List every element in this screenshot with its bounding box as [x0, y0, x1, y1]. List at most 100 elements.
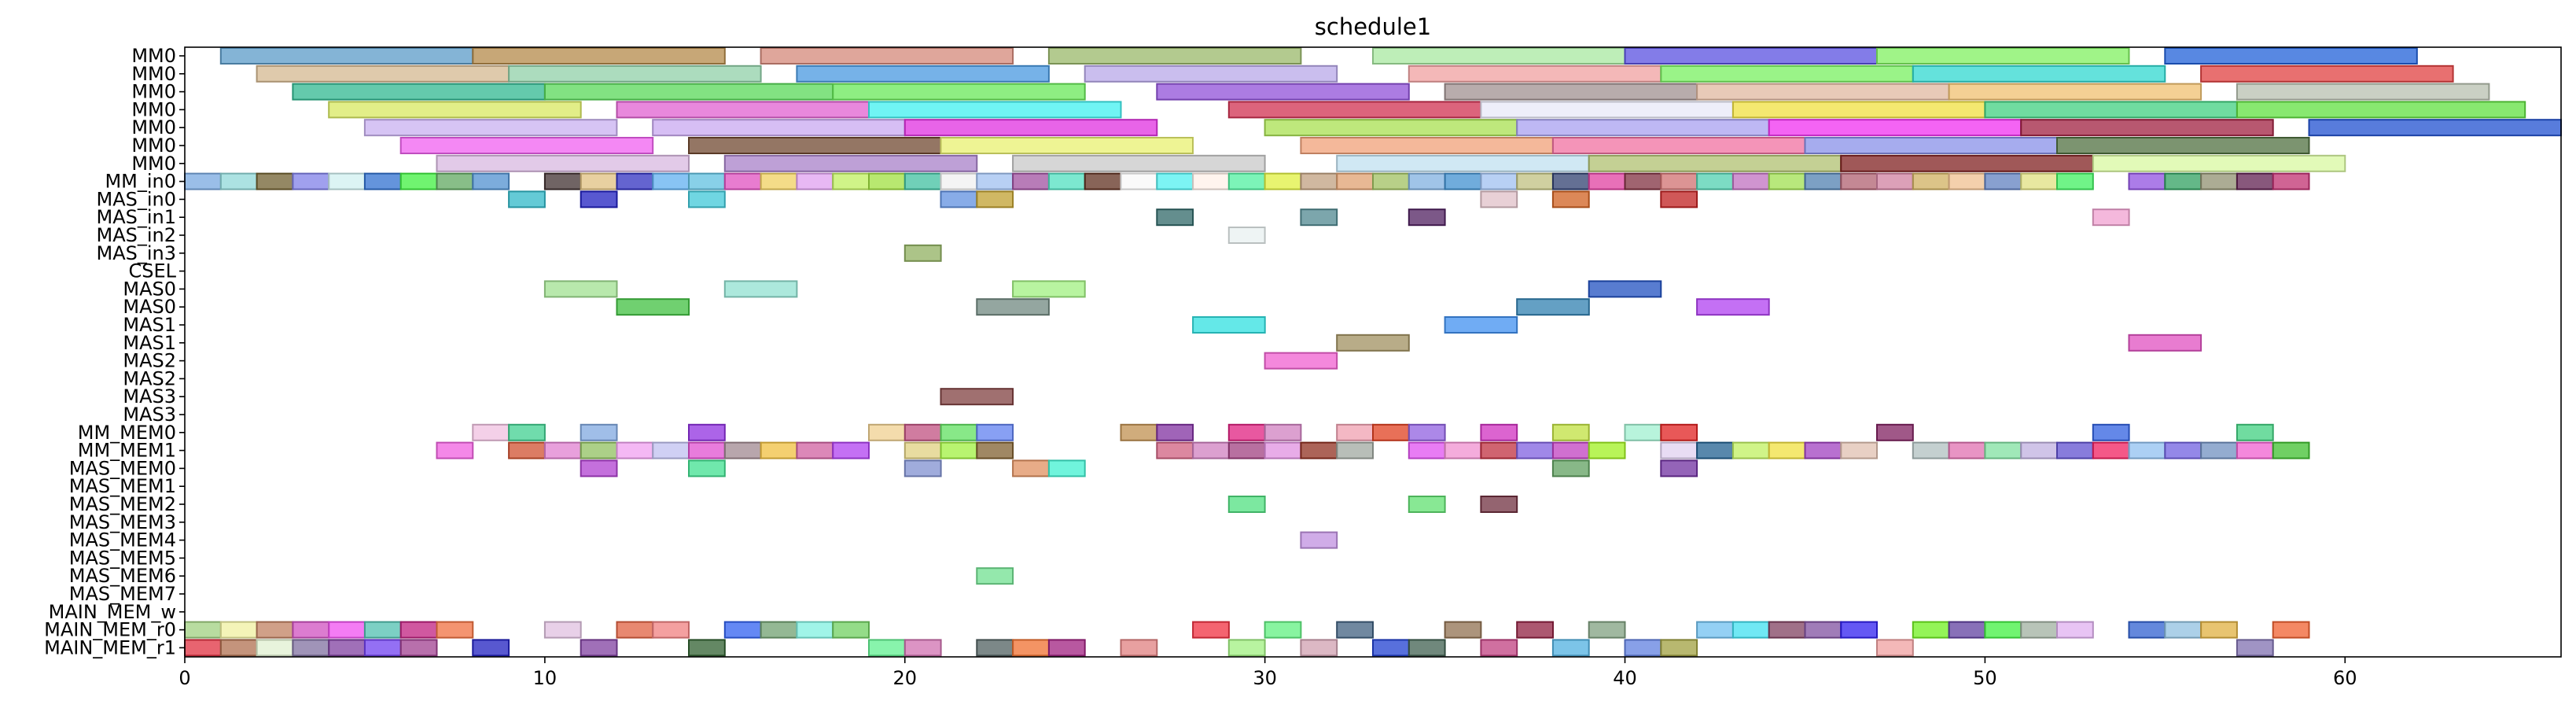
task-bar-161 — [436, 441, 474, 459]
x-tick-label: 30 — [1253, 667, 1277, 689]
task-bar-186 — [1588, 441, 1626, 459]
y-tick-label: MAS0 — [123, 296, 176, 318]
task-bar-145 — [940, 423, 978, 441]
y-tick-label: MAS_MEM2 — [69, 493, 176, 515]
task-bar-139 — [472, 423, 510, 441]
task-bar-104 — [2020, 172, 2058, 190]
task-bar-240 — [1804, 621, 1842, 639]
task-bar-248 — [2164, 621, 2202, 639]
task-bar-98 — [1804, 172, 1842, 190]
x-tick-label: 20 — [892, 667, 917, 689]
task-bar-209 — [1551, 459, 1590, 478]
task-bar-130 — [976, 298, 1050, 316]
task-bar-170 — [796, 441, 834, 459]
task-bar-224 — [543, 621, 582, 639]
task-bar-221 — [363, 621, 402, 639]
task-bar-252 — [219, 639, 258, 657]
task-bar-212 — [1408, 496, 1446, 513]
task-bar-255 — [328, 639, 366, 657]
task-bar-196 — [2020, 441, 2058, 459]
y-tick-label: MAS_MEM3 — [69, 511, 176, 533]
task-bar-134 — [1444, 316, 1518, 334]
task-bar-74 — [940, 172, 978, 190]
task-bar-146 — [976, 423, 1014, 441]
task-bar-254 — [292, 639, 330, 657]
task-bar-105 — [2056, 172, 2094, 190]
task-bar-91 — [1551, 172, 1590, 190]
task-bar-4 — [1372, 47, 1626, 65]
task-bar-259 — [580, 639, 618, 657]
task-bar-56 — [256, 172, 294, 190]
y-tick-label: MM0 — [131, 135, 176, 157]
task-bar-39 — [2308, 119, 2562, 137]
task-bar-204 — [580, 459, 618, 478]
task-bar-115 — [976, 190, 1014, 208]
task-bar-267 — [1227, 639, 1266, 657]
task-bar-21 — [1696, 83, 1950, 101]
task-bar-11 — [1084, 65, 1338, 83]
task-bar-194 — [1948, 441, 1986, 459]
task-bar-28 — [1480, 101, 1734, 119]
task-bar-117 — [1551, 190, 1590, 208]
task-bar-229 — [796, 621, 834, 639]
x-tick-label: 60 — [2333, 667, 2357, 689]
task-bar-83 — [1264, 172, 1302, 190]
task-bar-37 — [1768, 119, 2022, 137]
task-bar-60 — [399, 172, 438, 190]
task-bar-42 — [940, 137, 1194, 154]
task-bar-243 — [1948, 621, 1986, 639]
task-bar-137 — [1264, 352, 1338, 370]
task-bar-256 — [363, 639, 402, 657]
task-bar-237 — [1696, 621, 1734, 639]
task-bar-127 — [1012, 280, 1086, 298]
task-bar-246 — [2056, 621, 2094, 639]
y-tick-label: MAS2 — [123, 350, 176, 372]
task-bar-166 — [652, 441, 690, 459]
task-bar-163 — [543, 441, 582, 459]
task-bar-152 — [1372, 423, 1410, 441]
task-bar-119 — [1156, 208, 1194, 227]
task-bar-61 — [436, 172, 474, 190]
task-bar-247 — [2128, 621, 2166, 639]
task-bar-257 — [399, 639, 438, 657]
task-bar-232 — [1264, 621, 1302, 639]
task-bar-55 — [219, 172, 258, 190]
task-bar-99 — [1840, 172, 1878, 190]
task-bar-171 — [832, 441, 870, 459]
y-tick-label: MAS_MEM6 — [69, 565, 176, 587]
task-bar-129 — [616, 298, 690, 316]
task-bar-185 — [1551, 441, 1590, 459]
y-tick-label: MAS_in2 — [96, 224, 176, 246]
task-bar-236 — [1588, 621, 1626, 639]
task-bar-124 — [903, 244, 942, 262]
task-bar-12 — [1408, 65, 1662, 83]
task-bar-148 — [1156, 423, 1194, 441]
chart-title: schedule1 — [1315, 13, 1431, 40]
task-bar-85 — [1336, 172, 1374, 190]
task-bar-47 — [436, 154, 690, 172]
y-tick-label: MAS3 — [123, 385, 176, 407]
task-bar-140 — [508, 423, 546, 441]
task-bar-20 — [1444, 83, 1698, 101]
task-bar-59 — [363, 172, 402, 190]
task-bar-266 — [1120, 639, 1158, 657]
task-bar-241 — [1840, 621, 1878, 639]
task-bar-62 — [472, 172, 510, 190]
y-tick-label: MAS_in1 — [96, 206, 176, 228]
task-bar-107 — [2164, 172, 2202, 190]
y-tick-label: MM0 — [131, 153, 176, 175]
task-bar-192 — [1840, 441, 1878, 459]
task-bar-181 — [1408, 441, 1446, 459]
task-bar-52 — [1840, 154, 2094, 172]
task-bar-123 — [1227, 227, 1266, 244]
task-bar-262 — [903, 639, 942, 657]
task-bar-93 — [1624, 172, 1662, 190]
task-bar-160 — [2236, 423, 2274, 441]
task-bar-213 — [1480, 496, 1518, 513]
task-bar-189 — [1731, 441, 1770, 459]
task-bar-69 — [760, 172, 798, 190]
task-bar-49 — [1012, 154, 1266, 172]
y-tick-label: MM0 — [131, 98, 176, 120]
y-tick-label: MAS_MEM5 — [69, 547, 176, 569]
